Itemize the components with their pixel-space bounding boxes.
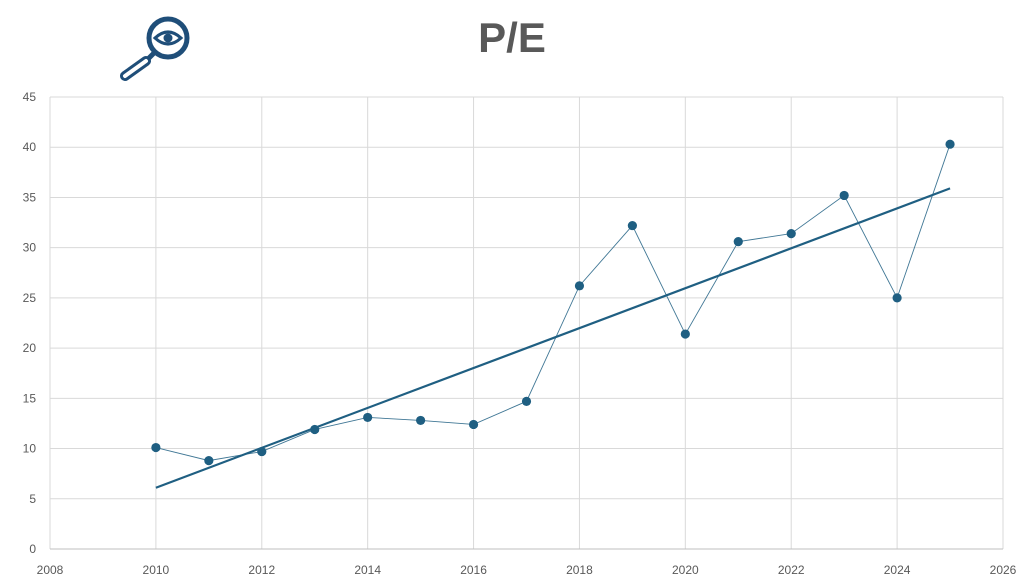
y-tick-label: 30 — [23, 241, 37, 255]
y-tick-label: 40 — [23, 140, 37, 154]
x-tick-label: 2016 — [460, 563, 487, 577]
x-tick-label: 2014 — [354, 563, 381, 577]
y-tick-label: 0 — [29, 542, 36, 556]
grid — [49, 96, 1004, 550]
x-tick-label: 2012 — [248, 563, 275, 577]
data-point — [151, 442, 161, 453]
y-tick-label: 15 — [23, 391, 37, 405]
data-point — [786, 229, 796, 239]
x-tick-label: 2018 — [566, 563, 593, 577]
x-tick-label: 2024 — [884, 563, 911, 577]
data-point — [468, 419, 479, 430]
x-tick-label: 2008 — [37, 563, 64, 577]
y-tick-label: 35 — [23, 190, 37, 204]
data-point — [257, 446, 267, 457]
data-point — [680, 329, 690, 339]
data-point — [204, 456, 214, 466]
chart-title: P/E — [478, 14, 546, 61]
data-point — [945, 139, 955, 149]
magnifier-eye-icon — [112, 8, 196, 89]
x-tick-label: 2020 — [672, 563, 699, 577]
series — [151, 139, 955, 489]
data-point — [733, 237, 743, 247]
y-tick-label: 45 — [23, 90, 37, 104]
x-tick-label: 2022 — [778, 563, 805, 577]
data-point — [521, 396, 532, 406]
y-tick-label: 5 — [29, 492, 36, 506]
series-line — [155, 144, 951, 462]
x-tick-label: 2010 — [143, 563, 170, 577]
y-tick-label: 20 — [23, 341, 37, 355]
data-point — [574, 281, 585, 291]
data-point — [627, 220, 637, 231]
data-point — [416, 415, 426, 426]
axes: 0 5 10 15 20 25 30 35 40 45 2008 2010 2012 2014 2016 20… — [23, 90, 1017, 577]
data-point — [892, 293, 902, 303]
y-tick-label: 25 — [23, 291, 37, 305]
trendline — [155, 187, 951, 489]
data-point — [839, 190, 849, 201]
y-tick-label: 10 — [23, 442, 37, 456]
data-point — [363, 412, 373, 423]
data-point — [310, 424, 320, 435]
x-tick-label: 2026 — [990, 563, 1017, 577]
